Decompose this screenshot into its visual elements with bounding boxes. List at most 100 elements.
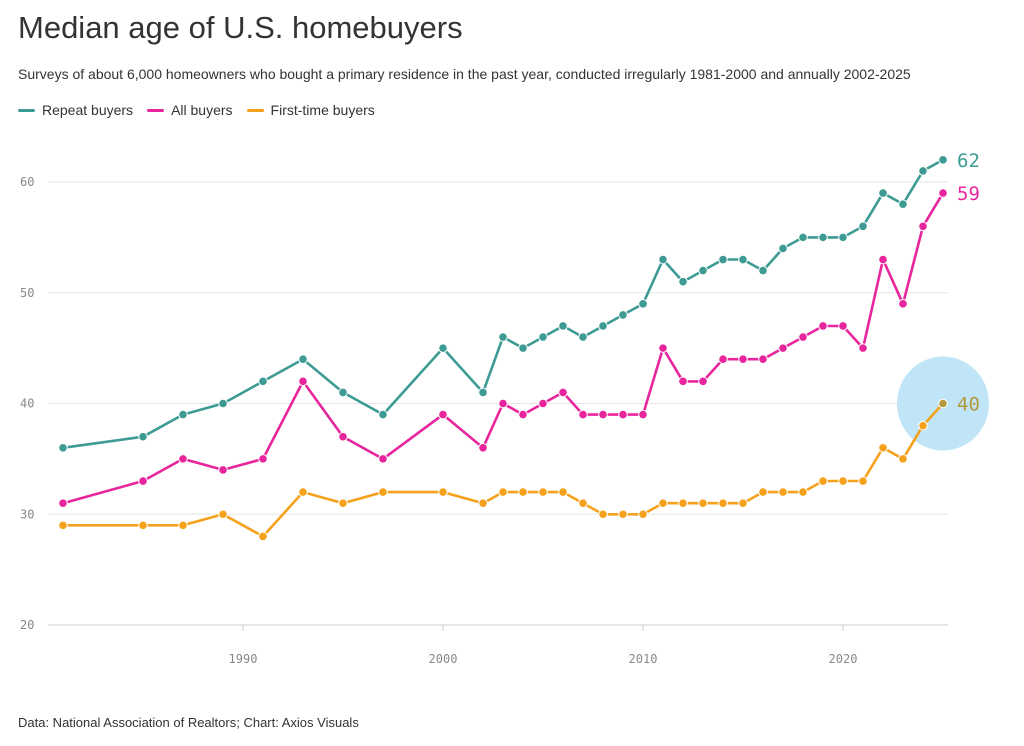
point-all-buyers-1989 bbox=[218, 465, 228, 475]
point-first-time-buyers-2018 bbox=[798, 487, 808, 497]
point-repeat-buyers-2017 bbox=[778, 243, 788, 254]
point-first-time-buyers-2004 bbox=[518, 487, 528, 497]
point-first-time-buyers-2014 bbox=[718, 498, 728, 508]
point-repeat-buyers-1987 bbox=[178, 409, 188, 420]
point-first-time-buyers-1991 bbox=[258, 531, 268, 542]
y-tick-label-30: 30 bbox=[20, 507, 34, 521]
point-first-time-buyers-1993 bbox=[298, 487, 308, 497]
series-line-first-time-buyers bbox=[63, 402, 944, 538]
point-all-buyers-1995 bbox=[338, 431, 348, 442]
point-first-time-buyers-1987 bbox=[178, 520, 188, 531]
x-tick-label-2020: 2020 bbox=[829, 652, 858, 666]
point-repeat-buyers-1997 bbox=[378, 409, 388, 420]
point-first-time-buyers-2019 bbox=[818, 476, 828, 486]
point-repeat-buyers-2008 bbox=[598, 321, 608, 331]
point-repeat-buyers-2003 bbox=[498, 332, 508, 342]
point-all-buyers-2016 bbox=[758, 354, 768, 365]
legend-item-first-time-buyers: First-time buyers bbox=[246, 102, 375, 118]
point-all-buyers-2006 bbox=[558, 387, 568, 398]
point-all-buyers-1991 bbox=[258, 454, 268, 464]
point-repeat-buyers-2002 bbox=[478, 387, 488, 398]
point-repeat-buyers-2023 bbox=[898, 199, 908, 209]
point-first-time-buyers-2010 bbox=[638, 509, 648, 520]
point-first-time-buyers-2003 bbox=[498, 487, 508, 497]
point-first-time-buyers-2023 bbox=[898, 454, 908, 464]
point-all-buyers-2018 bbox=[798, 332, 808, 342]
point-all-buyers-2014 bbox=[718, 354, 728, 365]
point-first-time-buyers-2017 bbox=[778, 487, 788, 497]
point-first-time-buyers-1981 bbox=[58, 520, 68, 531]
point-first-time-buyers-2002 bbox=[478, 498, 488, 508]
point-all-buyers-1985 bbox=[138, 476, 148, 486]
legend-label-all-buyers: All buyers bbox=[171, 102, 233, 118]
legend-swatch-repeat-buyers bbox=[18, 108, 35, 112]
point-all-buyers-1997 bbox=[378, 454, 388, 464]
legend-label-first-time-buyers: First-time buyers bbox=[270, 102, 375, 118]
y-tick-label-50: 50 bbox=[20, 286, 34, 300]
point-repeat-buyers-2018 bbox=[798, 232, 808, 243]
point-all-buyers-1981 bbox=[58, 498, 68, 508]
point-first-time-buyers-1989 bbox=[218, 509, 228, 520]
point-all-buyers-2017 bbox=[778, 343, 788, 353]
point-first-time-buyers-2012 bbox=[678, 498, 688, 508]
point-all-buyers-2007 bbox=[578, 409, 588, 420]
chart-subtitle: Surveys of about 6,000 homeowners who bo… bbox=[18, 66, 911, 82]
point-repeat-buyers-1993 bbox=[298, 354, 308, 365]
point-repeat-buyers-1995 bbox=[338, 387, 348, 398]
x-tick-label-2000: 2000 bbox=[429, 652, 458, 666]
point-first-time-buyers-1995 bbox=[338, 498, 348, 508]
point-first-time-buyers-2022 bbox=[878, 443, 888, 453]
point-repeat-buyers-2000 bbox=[438, 343, 448, 353]
end-label-repeat-buyers: 62 bbox=[957, 150, 980, 172]
point-repeat-buyers-2019 bbox=[818, 232, 828, 243]
point-all-buyers-1987 bbox=[178, 454, 188, 464]
legend-item-all-buyers: All buyers bbox=[147, 102, 233, 118]
y-tick-label-60: 60 bbox=[20, 175, 34, 189]
point-repeat-buyers-2015 bbox=[738, 254, 748, 265]
point-all-buyers-2000 bbox=[438, 409, 448, 420]
point-repeat-buyers-1991 bbox=[258, 376, 268, 387]
point-all-buyers-2009 bbox=[618, 409, 628, 420]
point-repeat-buyers-2012 bbox=[678, 276, 688, 287]
legend-label-repeat-buyers: Repeat buyers bbox=[42, 102, 134, 118]
source-note: Data: National Association of Realtors; … bbox=[18, 715, 359, 730]
point-repeat-buyers-2022 bbox=[878, 188, 888, 198]
point-first-time-buyers-2021 bbox=[858, 476, 868, 486]
point-all-buyers-1993 bbox=[298, 376, 308, 387]
point-all-buyers-2020 bbox=[838, 321, 848, 331]
point-all-buyers-2002 bbox=[478, 443, 488, 453]
point-repeat-buyers-1985 bbox=[138, 431, 148, 442]
point-repeat-buyers-2020 bbox=[838, 232, 848, 243]
point-repeat-buyers-2009 bbox=[618, 310, 628, 320]
point-first-time-buyers-2020 bbox=[838, 476, 848, 486]
point-all-buyers-2010 bbox=[638, 409, 648, 420]
end-label-first-time-buyers: 40 bbox=[957, 394, 980, 416]
point-repeat-buyers-2006 bbox=[558, 321, 568, 331]
point-repeat-buyers-2021 bbox=[858, 221, 868, 232]
point-repeat-buyers-2016 bbox=[758, 265, 768, 276]
point-repeat-buyers-2011 bbox=[658, 254, 668, 265]
point-first-time-buyers-2000 bbox=[438, 487, 448, 497]
point-repeat-buyers-2005 bbox=[538, 332, 548, 342]
point-repeat-buyers-1989 bbox=[218, 398, 228, 409]
point-first-time-buyers-1997 bbox=[378, 487, 388, 497]
point-repeat-buyers-2010 bbox=[638, 299, 648, 309]
point-all-buyers-2025 bbox=[938, 188, 948, 198]
end-label-all-buyers: 59 bbox=[957, 183, 980, 205]
point-all-buyers-2015 bbox=[738, 354, 748, 365]
x-tick-label-2010: 2010 bbox=[629, 652, 658, 666]
point-first-time-buyers-2016 bbox=[758, 487, 768, 497]
point-repeat-buyers-1981 bbox=[58, 443, 68, 453]
point-all-buyers-2023 bbox=[898, 299, 908, 309]
point-repeat-buyers-2007 bbox=[578, 332, 588, 342]
point-all-buyers-2011 bbox=[658, 343, 668, 353]
series-line-all-buyers bbox=[62, 192, 945, 505]
y-tick-label-40: 40 bbox=[20, 397, 34, 411]
point-all-buyers-2005 bbox=[538, 398, 548, 409]
point-first-time-buyers-2025 bbox=[938, 398, 948, 409]
chart-title: Median age of U.S. homebuyers bbox=[18, 10, 463, 45]
point-all-buyers-2013 bbox=[698, 376, 708, 387]
point-first-time-buyers-2006 bbox=[558, 487, 568, 497]
legend: Repeat buyers All buyers First-time buye… bbox=[18, 102, 375, 118]
